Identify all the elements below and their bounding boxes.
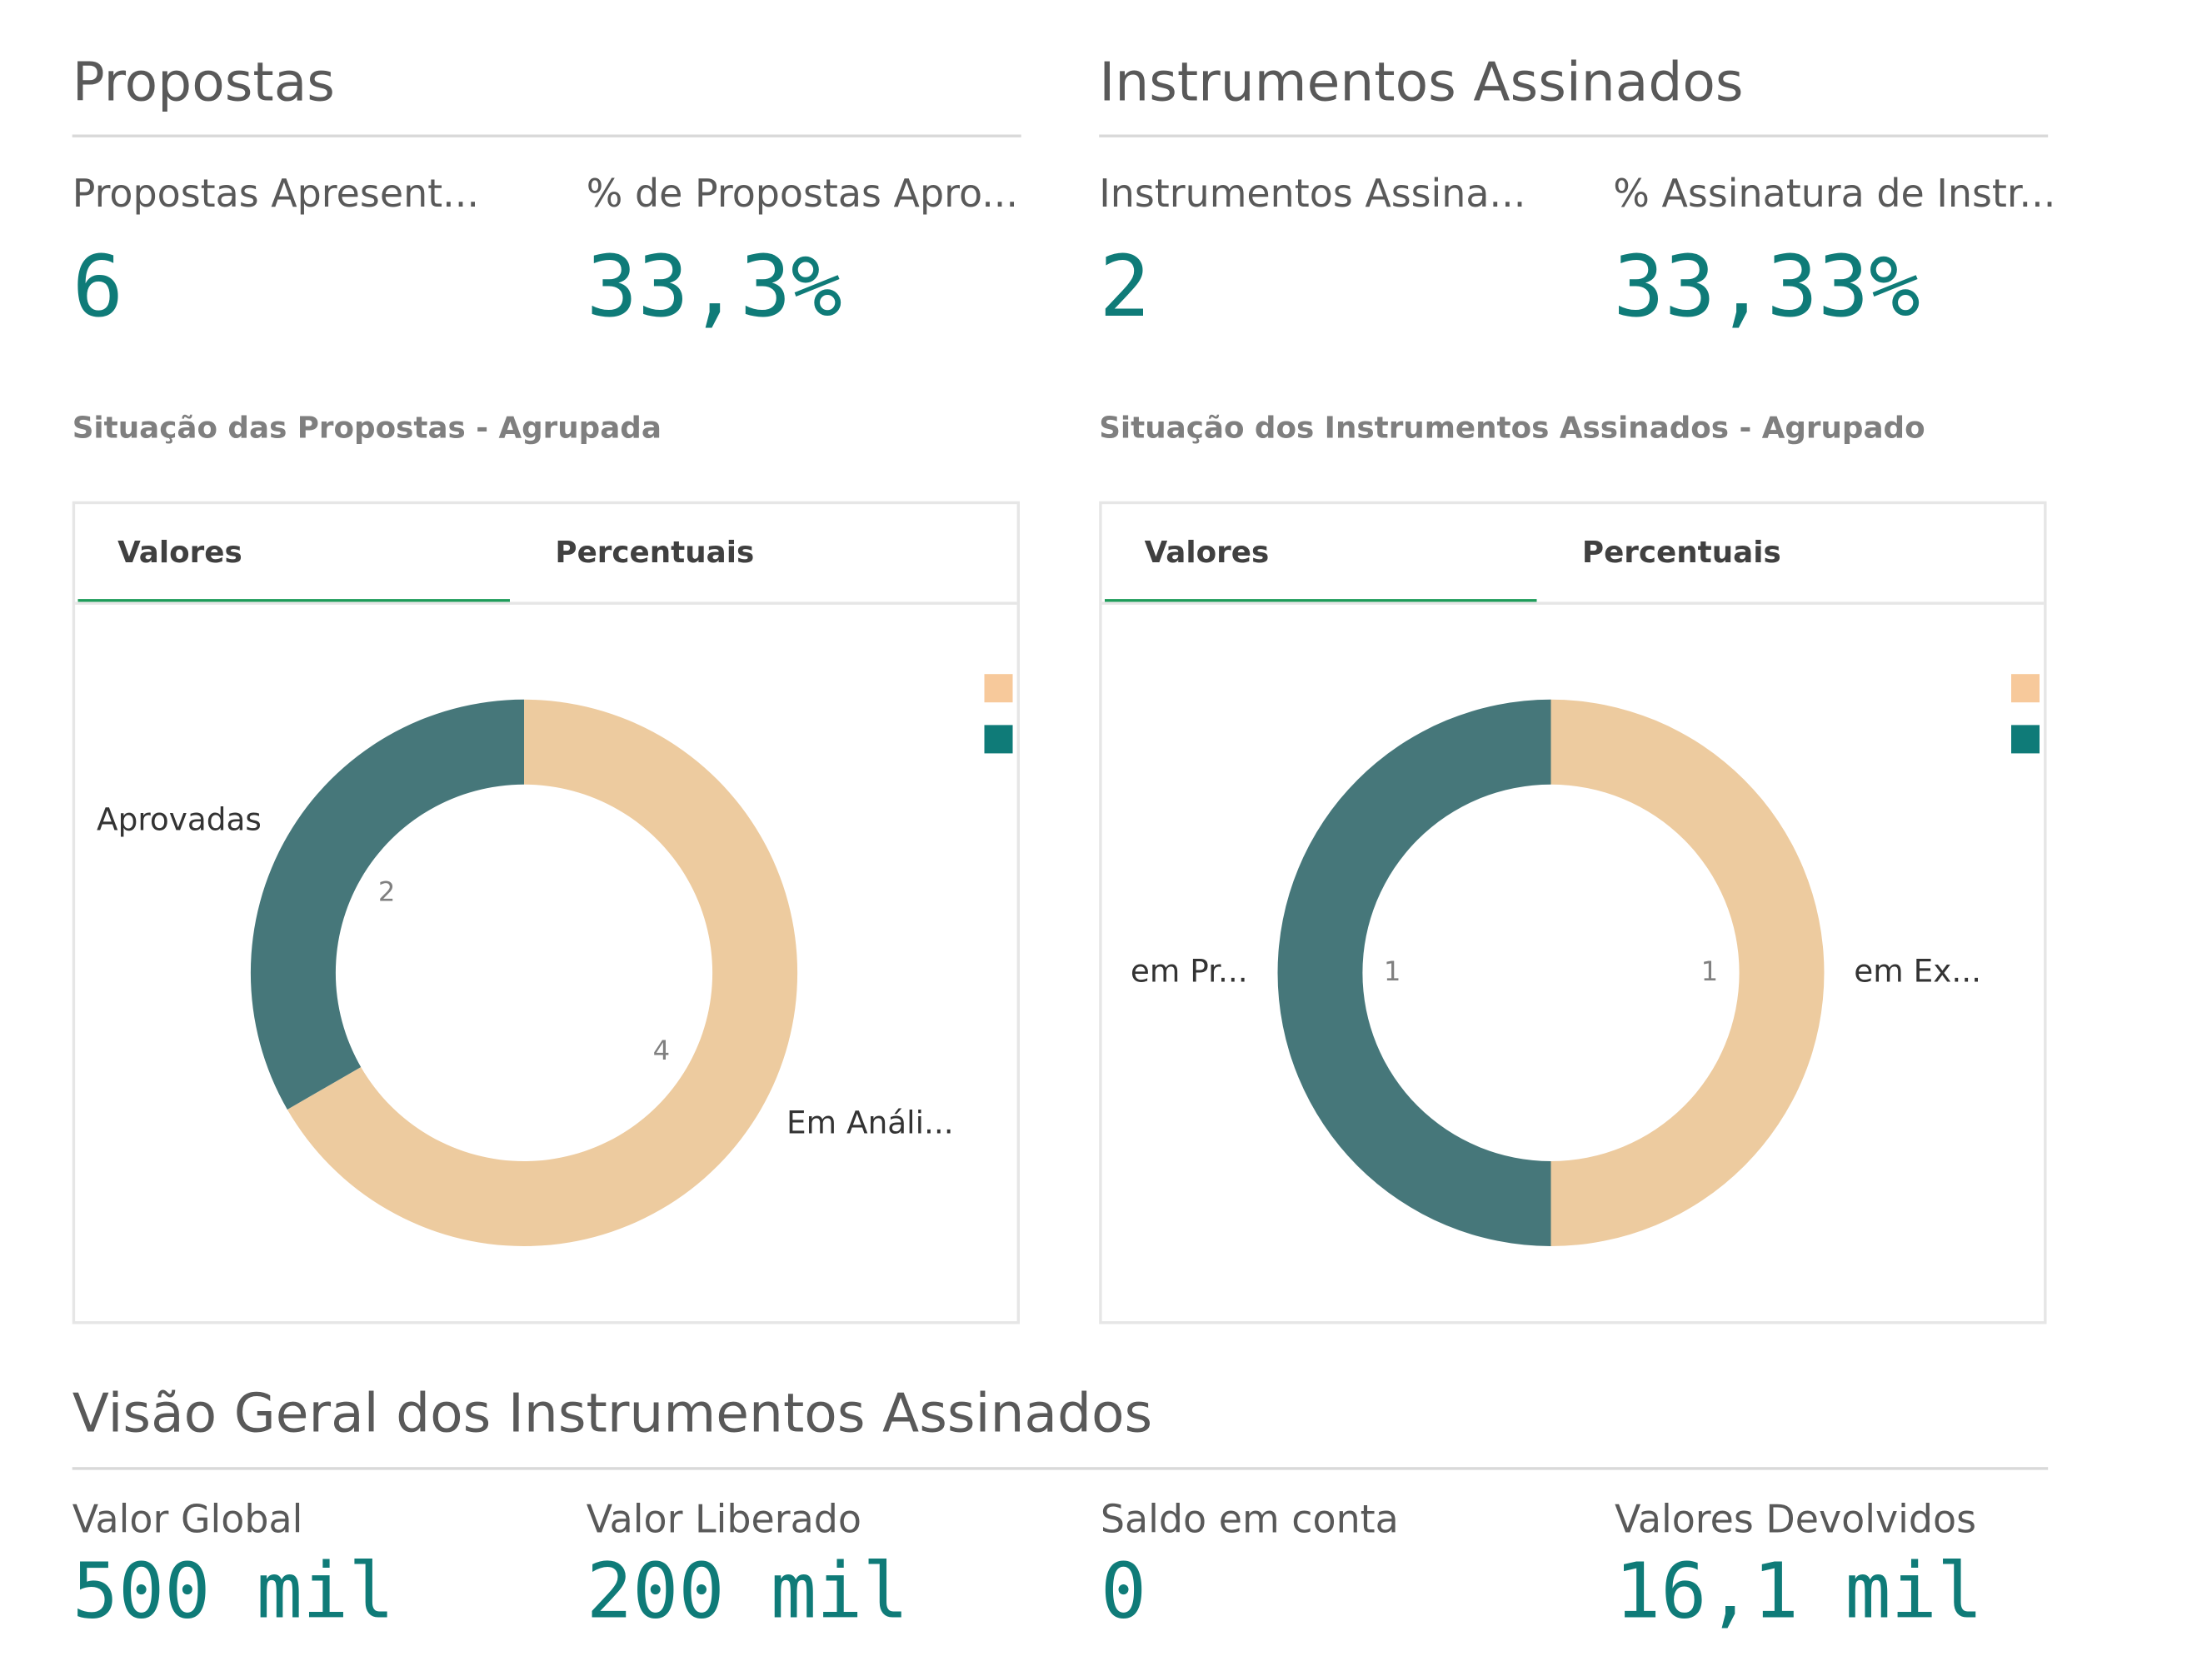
kpi-label: Valores Devolvidos	[1615, 1498, 1977, 1543]
kpi-label: Instrumentos Assina...	[1099, 172, 1526, 217]
divider	[72, 134, 1021, 137]
tab[interactable]: Valores	[1144, 535, 1270, 570]
tab[interactable]: Percentuais	[555, 535, 755, 570]
kpi-value: 16,1 mil	[1615, 1546, 1984, 1636]
section-title: Propostas	[72, 51, 335, 114]
kpi-label: % de Propostas Apro...	[586, 172, 1019, 217]
value-label: 1	[1384, 955, 1401, 987]
chart-title: Situação das Propostas - Agrupada	[72, 411, 662, 445]
tab-separator	[75, 601, 1017, 605]
active-tab-underline	[1105, 599, 1537, 602]
chart-box: Valores Percentuais 4 Em Análi... 2 Aprovadas	[72, 501, 1021, 1324]
category-label: em Ex...	[1854, 952, 1981, 989]
category-label: Em Análi...	[786, 1104, 954, 1140]
chart-title: Situação dos Instrumentos Assinados - Ag…	[1099, 411, 1925, 445]
value-label: 2	[378, 876, 396, 908]
kpi-value: 6	[72, 237, 124, 337]
tab[interactable]: Percentuais	[1581, 535, 1781, 570]
category-label: em Pr...	[1131, 952, 1248, 989]
legend-swatch	[2011, 725, 2040, 754]
value-label: 1	[1701, 955, 1719, 987]
slice	[1550, 699, 1825, 1246]
donut-chart: 4 Em Análi... 2 Aprovadas	[97, 674, 1013, 1246]
kpi-value: 0	[1100, 1546, 1147, 1636]
kpi-value: 2	[1099, 237, 1151, 337]
slice	[250, 699, 524, 1110]
tab[interactable]: Valores	[117, 535, 242, 570]
kpi-label: Valor Liberado	[586, 1498, 861, 1543]
value-label: 4	[653, 1035, 671, 1066]
legend-swatch	[2011, 674, 2040, 703]
kpi-label: Propostas Apresent...	[72, 172, 479, 217]
kpi-label: % Assinatura de Instr...	[1613, 172, 2056, 217]
kpi-value: 200 mil	[586, 1546, 909, 1636]
kpi-value: 33,33%	[1613, 237, 1920, 337]
chart-box: Valores Percentuais 1 em Ex... 1 em Pr...	[1099, 501, 2047, 1324]
legend-swatch	[984, 674, 1013, 703]
slice	[287, 699, 798, 1246]
tab-separator	[1101, 601, 2045, 605]
donut-chart: 1 em Ex... 1 em Pr...	[1131, 674, 2040, 1246]
kpi-value: 500 mil	[72, 1546, 395, 1636]
slice	[1277, 699, 1551, 1246]
active-tab-underline	[77, 599, 510, 602]
kpi-label: Valor Global	[72, 1498, 303, 1543]
kpi-value: 33,3%	[586, 237, 842, 337]
section-title: Instrumentos Assinados	[1099, 51, 1744, 114]
category-label: Aprovadas	[97, 801, 262, 838]
kpi-label: Saldo em conta	[1100, 1498, 1399, 1543]
legend-swatch	[984, 725, 1013, 754]
section-title: Visão Geral dos Instrumentos Assinados	[72, 1382, 1153, 1444]
divider	[72, 1467, 2049, 1470]
divider	[1099, 134, 2049, 137]
